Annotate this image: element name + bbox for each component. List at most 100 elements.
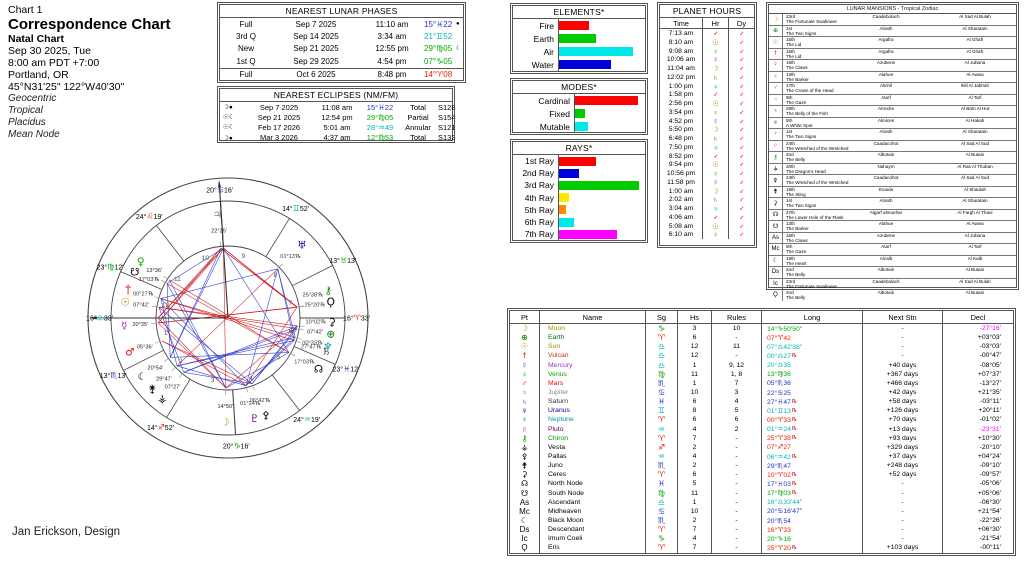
mansion-line1: 9th Atarf Al Tarf — [786, 95, 1016, 100]
hour-ruler-glyph: ♂ — [702, 29, 728, 38]
ray-bar — [559, 180, 639, 190]
planet-glyph: ☋ — [510, 488, 540, 498]
planet-house: 7 — [678, 543, 712, 553]
ray-bar-cell — [559, 216, 645, 228]
planet-row: ♀ Venus ♍ 11 1, 8 13°♍36 +367 days +07°37' — [510, 369, 1013, 379]
longitude-value: 00°♈33 — [767, 416, 791, 424]
wheel-planet-degree: 17°03'℞ — [294, 359, 315, 365]
mode-label: Mutable — [513, 120, 575, 133]
wheel-planet-glyph: ♅ — [297, 239, 306, 251]
mansion-line1: 19th Exaula Al Shaulah — [786, 187, 1016, 192]
wheel-planet-degree: 17°03'℞ — [139, 277, 160, 283]
mansion-detail: 23rd Caadebolach Al Sad Al Bulah The Fortun… — [783, 14, 1016, 25]
element-row: Earth — [513, 32, 645, 45]
cusp-degree-label: 23°♓12' — [333, 364, 360, 373]
mansion-row: As 16th Azubene Al Jubana The Claws — [769, 232, 1016, 244]
longitude-value: 25°♈20 — [767, 544, 791, 552]
mansion-arabic: Al Sharatain — [962, 198, 988, 203]
planet-house: 5 — [678, 479, 712, 489]
mansion-detail: 24th Caadacohot Al Sad Al Sud The Wretched … — [783, 175, 1016, 186]
planet-hour-row: 6:10 am ♀ ♂ — [660, 230, 754, 240]
ray-label: 5th Ray — [513, 203, 559, 216]
wheel-planet-degree: 20°35' — [132, 322, 148, 328]
mansion-ordinal: 16th — [786, 60, 795, 65]
planet-longitude: 25°♈20 ℞ — [762, 543, 863, 553]
mansion-arabic: Al Hakah — [965, 117, 985, 123]
planet-longitude: 14°♑50'50" — [762, 324, 863, 334]
planet-longitude: 20°♋16'47" — [762, 506, 863, 516]
planet-declination: -22°26' — [979, 517, 1001, 525]
planet-hour-row: 5:08 am ☉ ♂ — [660, 221, 754, 231]
planet-pointer-tick — [279, 263, 283, 268]
mansion-arabic: Al Fargh Al Thani — [957, 209, 993, 215]
mansion-detail: 2nd Albotain Al Butain The Belly — [783, 152, 1016, 163]
element-label: Fire — [513, 19, 559, 32]
wheel-planet-degree: 01°13'℞ — [280, 254, 301, 260]
mansion-ordinal: 2nd — [786, 152, 794, 157]
wheel-planet-degree: 29°47' — [156, 376, 172, 382]
day-ruler-glyph: ♂ — [728, 204, 754, 213]
hour-ruler-glyph: ☿ — [702, 177, 728, 187]
planet-sign: ♋ — [646, 387, 678, 398]
mansion-name: Caadacohot — [873, 140, 899, 146]
mansion-name: Albotain — [877, 267, 895, 272]
mansion-line1: 5th Almices Al Hakah — [786, 118, 1016, 123]
aspect-line — [183, 325, 298, 373]
mansion-arabic: Al Tarf — [968, 94, 982, 100]
house-cusp-line — [292, 265, 333, 287]
wheel-planet-degree: 22°25' — [211, 228, 227, 234]
planet-pointer-tick — [252, 385, 255, 391]
eclipse-kind: Annular — [405, 122, 431, 132]
lunar-phase-row: Full Sep 7 2025 11:10 am 15°♓22 ● — [220, 18, 463, 30]
day-ruler-glyph: ♂ — [728, 134, 754, 143]
planet-house: 12 — [678, 351, 712, 361]
planet-sign: ♍ — [646, 488, 678, 498]
aspect-line — [176, 365, 247, 386]
element-bar — [559, 34, 596, 43]
planet-sign: ♎ — [646, 342, 678, 352]
mansion-row: ☉ 15th Argafra Al Ghafr The Lid — [769, 37, 1016, 49]
eclipses-title: NEAREST ECLIPSES (NM/FM) — [220, 89, 452, 102]
eclipse-time: 11:08 am — [321, 102, 353, 112]
aspect-line — [170, 352, 289, 358]
day-ruler-glyph: ♂ — [728, 169, 754, 178]
mansion-planet-glyph: ♆ — [769, 129, 783, 140]
planet-rules: - — [712, 461, 762, 471]
mansion-planet-glyph: ☾ — [769, 255, 783, 266]
planet-declination: -05°06' — [979, 480, 1001, 488]
planet-sign: ♈ — [646, 433, 678, 443]
planet-row: ϯ Vulcan ♎ 12-00°♎27 ℞ - -00°47' — [510, 351, 1013, 361]
planet-house: 3 — [678, 324, 712, 334]
aspect-line — [183, 372, 253, 385]
hour-time: 8:52 pm — [668, 152, 694, 160]
mansion-arabic: Al Sharatain — [962, 25, 988, 31]
house-number: 1 — [164, 330, 168, 337]
hour-ruler-glyph: ☽ — [702, 186, 728, 196]
element-label: Air — [513, 45, 559, 58]
planet-longitude: 17°♍03 ℞ — [762, 488, 863, 498]
hour-time: 1:58 pm — [668, 91, 694, 99]
longitude-value: 17°♓03 — [767, 480, 791, 488]
planet-name: Venus — [540, 369, 646, 379]
mansion-name: Caadebolach — [872, 278, 900, 284]
planet-longitude: 22°♋25 — [762, 387, 863, 398]
eclipse-date: Mar 3 2026 — [260, 133, 298, 143]
mansion-line1: 27th Algarf almuehar Al Fargh Al Thani — [786, 210, 1016, 215]
planet-sign: ♑ — [646, 534, 678, 544]
wheel-planet-glyph: ☉ — [121, 296, 130, 308]
mansion-planet-glyph: ♇ — [769, 140, 783, 151]
lunar-phase-row: New Sep 21 2025 12:55 pm 29°♍05 ☾ — [220, 43, 463, 55]
lunar-mansions-title: LUNAR MANSIONS - Tropical Zodiac — [769, 5, 1016, 14]
ray-label: 2nd Ray — [513, 167, 559, 180]
mansion-name: Azubene — [876, 60, 896, 65]
lunar-mansions-table: LUNAR MANSIONS - Tropical Zodiac ☽ 23rd Ca… — [766, 2, 1019, 301]
planet-hour-row: 1:58 pm ♂ ♂ — [660, 90, 754, 100]
planet-next-station: - — [863, 324, 943, 334]
mansion-planet-glyph: ☉ — [769, 37, 783, 48]
house-cusp-line — [123, 349, 164, 371]
mode-label: Fixed — [513, 107, 575, 120]
planet-house: 11 — [678, 488, 712, 498]
planet-house: 1 — [678, 360, 712, 370]
planet-house: 4 — [678, 424, 712, 434]
planet-declination: +20°11' — [978, 407, 1001, 415]
